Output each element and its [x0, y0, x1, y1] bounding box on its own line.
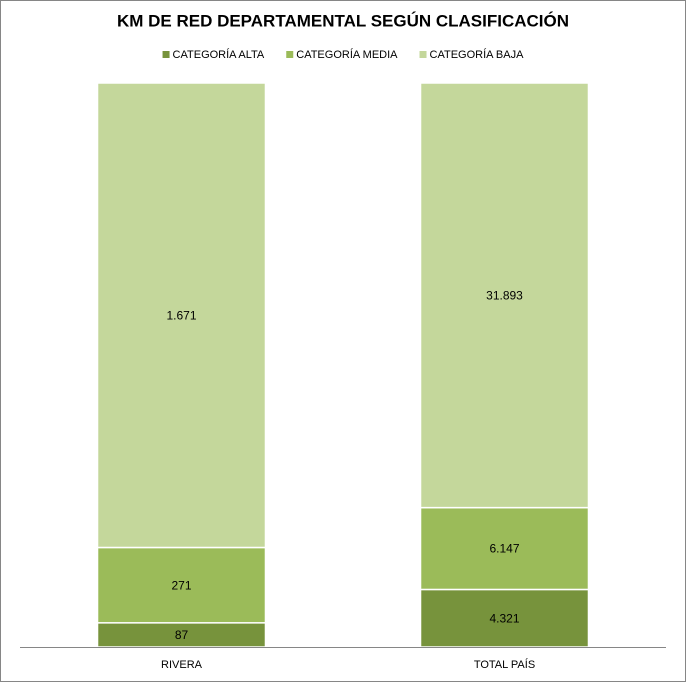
x-tick-label: RIVERA: [161, 659, 203, 671]
legend-label: CATEGORÍA ALTA: [173, 48, 265, 61]
legend-label: CATEGORÍA BAJA: [430, 48, 525, 61]
bar-segment: [96, 82, 267, 549]
data-label: 31.893: [486, 288, 523, 302]
data-label: 1.671: [166, 308, 196, 322]
bar-segment: [419, 82, 590, 509]
data-label: 87: [175, 628, 189, 642]
legend-swatch: [286, 51, 294, 58]
chart-title: KM DE RED DEPARTAMENTAL SEGÚN CLASIFICAC…: [117, 11, 569, 30]
legend-label: CATEGORÍA MEDIA: [296, 48, 398, 61]
legend-swatch: [162, 51, 170, 58]
legend-swatch: [419, 51, 427, 58]
legend: CATEGORÍA ALTA CATEGORÍA MEDIA CATEGORÍA B…: [162, 48, 525, 61]
data-label: 4.321: [489, 611, 519, 625]
bar-segment: [419, 506, 590, 591]
data-label: 6.147: [489, 542, 519, 556]
x-tick-label: TOTAL PAÍS: [474, 658, 535, 671]
data-label: 271: [171, 578, 191, 592]
